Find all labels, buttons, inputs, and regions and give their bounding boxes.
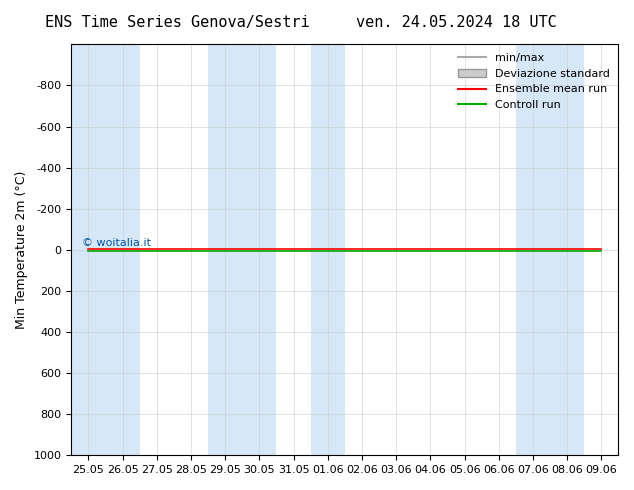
Legend: min/max, Deviazione standard, Ensemble mean run, Controll run: min/max, Deviazione standard, Ensemble m… bbox=[455, 50, 613, 113]
Text: ven. 24.05.2024 18 UTC: ven. 24.05.2024 18 UTC bbox=[356, 15, 557, 30]
Bar bbox=[311, 45, 345, 455]
Text: ENS Time Series Genova/Sestri: ENS Time Series Genova/Sestri bbox=[45, 15, 310, 30]
Bar bbox=[71, 45, 139, 455]
Y-axis label: Min Temperature 2m (°C): Min Temperature 2m (°C) bbox=[15, 171, 28, 329]
Text: © woitalia.it: © woitalia.it bbox=[82, 238, 152, 248]
Bar bbox=[516, 45, 585, 455]
Bar bbox=[208, 45, 276, 455]
